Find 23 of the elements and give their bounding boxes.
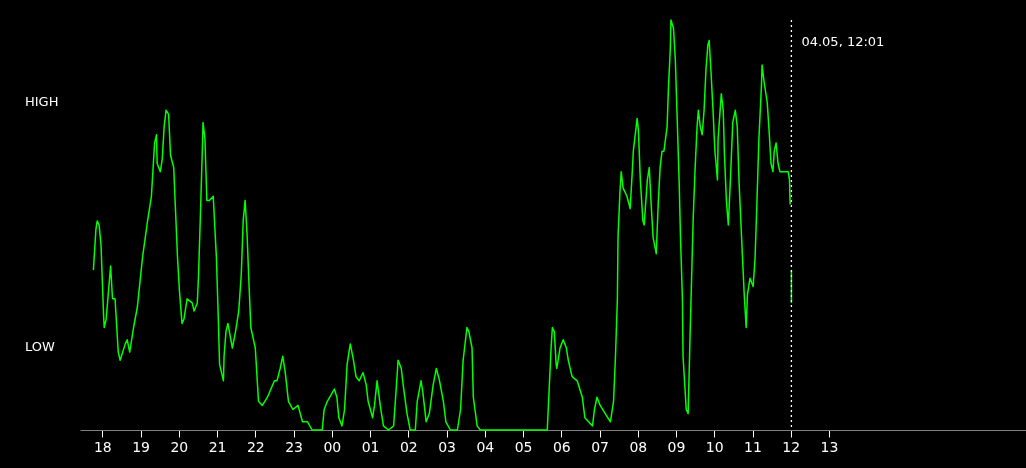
x-tick-label: 04	[476, 438, 495, 455]
x-tick-label: 10	[705, 438, 724, 455]
x-tick-label: 09	[667, 438, 686, 455]
x-tick-label: 18	[93, 438, 112, 455]
x-tick-label: 07	[591, 438, 609, 455]
x-tick-label: 01	[361, 438, 380, 455]
text: LOW	[25, 339, 56, 354]
x-tick-label: 08	[629, 438, 648, 455]
x-tick-label: 02	[399, 438, 418, 455]
x-tick-label: 13	[820, 438, 839, 455]
ref-line-label: 04.05, 12:01	[801, 34, 885, 49]
x-tick-label: 06	[552, 438, 571, 455]
x-tick-label: 00	[323, 438, 342, 455]
x-tick-label: 05	[514, 438, 533, 455]
x-tick-label: 21	[208, 438, 227, 455]
x-tick-label: 03	[438, 438, 456, 455]
x-tick-label: 22	[246, 438, 265, 455]
x-tick-label: 23	[285, 438, 303, 455]
x-tick-label: 11	[744, 438, 762, 455]
x-tick-label: 20	[170, 438, 189, 455]
text: HIGH	[25, 94, 59, 109]
x-tick-label: 19	[132, 438, 150, 455]
x-tick-label: 12	[782, 438, 801, 455]
